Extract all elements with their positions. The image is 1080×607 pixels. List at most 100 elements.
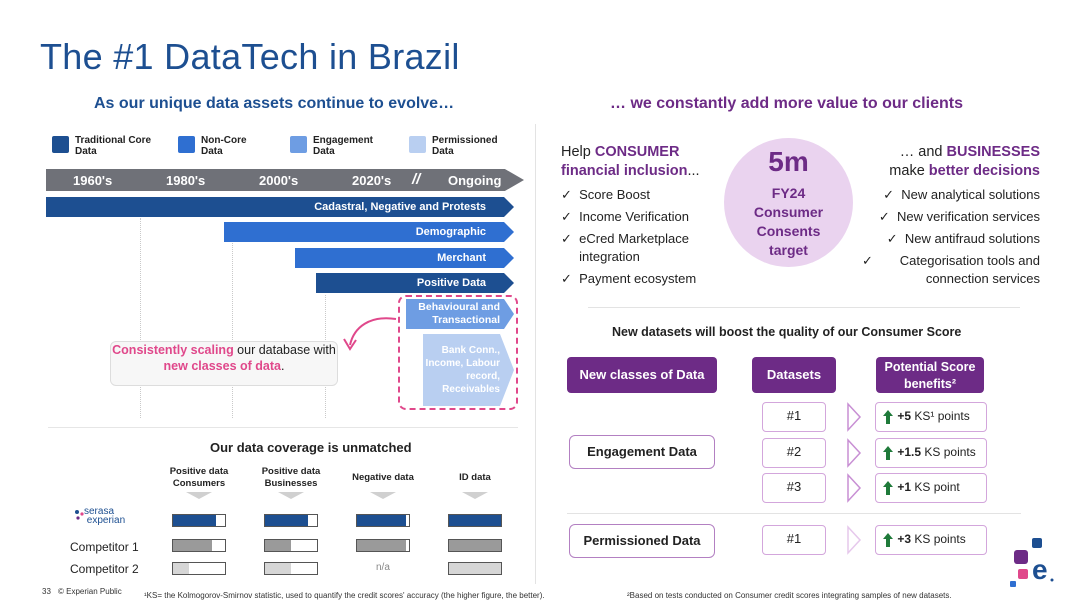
section-divider bbox=[48, 427, 518, 428]
coverage-bar-fill bbox=[173, 540, 212, 551]
bar-cadastral: Cadastral, Negative and Protests bbox=[46, 197, 514, 217]
coverage-bar-fill bbox=[449, 540, 501, 551]
up-arrow-icon bbox=[883, 532, 893, 547]
score-benefit: +3 KS points bbox=[875, 525, 987, 555]
consumer-item: ✓ Score Boost bbox=[561, 187, 650, 202]
coverage-na: n/a bbox=[376, 562, 390, 573]
classification-label: © Experian Public bbox=[58, 587, 122, 596]
up-arrow-icon bbox=[883, 480, 893, 495]
col-pointer bbox=[186, 492, 212, 499]
legend-item-engagement: Engagement Data bbox=[290, 135, 383, 157]
consumer-item: ✓ Income Verification bbox=[561, 209, 689, 224]
page-number: 33 bbox=[42, 587, 51, 596]
chevron-right-icon bbox=[847, 473, 862, 503]
engagement-data-label: Engagement Data bbox=[569, 435, 715, 469]
legend-item-noncore: Non-Core Data bbox=[178, 135, 261, 157]
score-benefit: +1.5 KS points bbox=[875, 438, 987, 468]
coverage-bar-fill bbox=[173, 563, 189, 574]
consumer-item: ✓ Payment ecosystem bbox=[561, 271, 697, 286]
coverage-bar-fill bbox=[357, 515, 407, 526]
footnote-score: ²Based on tests conducted on Consumer cr… bbox=[627, 591, 952, 600]
coverage-bar-fill bbox=[265, 540, 291, 551]
coverage-bar bbox=[448, 514, 502, 527]
svg-text:e: e bbox=[1032, 554, 1048, 585]
up-arrow-icon bbox=[883, 445, 893, 460]
col-pointer bbox=[278, 492, 304, 499]
col-pointer bbox=[370, 492, 396, 499]
coverage-bar bbox=[356, 514, 410, 527]
footnote-ks: ¹KS= the Kolmogorov-Smirnov statistic, u… bbox=[144, 591, 545, 600]
section-divider bbox=[588, 307, 1020, 308]
coverage-bar bbox=[264, 562, 318, 575]
coverage-bar-fill bbox=[357, 540, 407, 551]
consumer-heading: Help CONSUMER financial inclusion... bbox=[561, 144, 700, 179]
chevron-right-icon bbox=[847, 438, 862, 468]
consumer-item: ✓ eCred Marketplace integration bbox=[561, 231, 689, 264]
coverage-bar bbox=[264, 514, 318, 527]
header-score-benefits: Potential Score benefits² bbox=[876, 357, 984, 393]
dataset-id: #2 bbox=[762, 438, 826, 468]
logo-dots-icon bbox=[75, 510, 84, 520]
dataset-id: #1 bbox=[762, 402, 826, 432]
coverage-bar-fill bbox=[449, 563, 501, 574]
bar-behavioural: Behavioural and Transactional bbox=[406, 299, 514, 329]
business-item: ✓ Categorisation tools and connection se… bbox=[862, 253, 1040, 286]
coverage-bar-fill bbox=[265, 563, 291, 574]
coverage-bar-fill bbox=[265, 515, 308, 526]
page-title: The #1 DataTech in Brazil bbox=[40, 36, 460, 77]
legend-item-permissioned: Permissioned Data bbox=[409, 135, 512, 157]
dataset-id: #1 bbox=[762, 525, 826, 555]
group-divider bbox=[567, 513, 1021, 514]
permissioned-highlight-box bbox=[398, 295, 518, 410]
guide-line bbox=[232, 243, 233, 418]
business-heading: … and BUSINESSES make better decisions bbox=[889, 144, 1040, 179]
experian-logo-icon: e bbox=[1010, 538, 1054, 587]
timeline-tick: 2020's bbox=[352, 173, 392, 188]
header-new-classes: New classes of Data bbox=[567, 357, 717, 393]
legend-swatch bbox=[52, 136, 69, 153]
serasa-experian-logo: serasa experian bbox=[74, 506, 126, 526]
target-label: FY24 Consumer Consents target bbox=[753, 185, 824, 258]
header-datasets: Datasets bbox=[752, 357, 836, 393]
business-item: ✓ New antifraud solutions bbox=[886, 231, 1040, 246]
target-value: 5m bbox=[768, 146, 809, 177]
legend-item-traditional: Traditional Core Data bbox=[52, 135, 165, 157]
col-pointer bbox=[462, 492, 488, 499]
score-benefit: +1 KS point bbox=[875, 473, 987, 503]
coverage-col-header: Negative data bbox=[352, 472, 414, 483]
curved-arrow-icon bbox=[343, 317, 397, 351]
consent-target-circle: 5m FY24 Consumer Consents target bbox=[724, 138, 853, 267]
bar-merchant: Merchant bbox=[295, 248, 514, 268]
timeline-tick: 1960's bbox=[73, 173, 113, 188]
datasets-title: New datasets will boost the quality of o… bbox=[612, 325, 962, 339]
coverage-col-header: ID data bbox=[459, 472, 491, 483]
score-benefit: +5 KS¹ points bbox=[875, 402, 987, 432]
permissioned-data-label: Permissioned Data bbox=[569, 524, 715, 558]
coverage-title: Our data coverage is unmatched bbox=[210, 440, 412, 455]
scaling-note: Consistently scaling our database with n… bbox=[110, 341, 338, 386]
dataset-id: #3 bbox=[762, 473, 826, 503]
bar-positive-data: Positive Data bbox=[316, 273, 514, 293]
timeline-arrow bbox=[46, 169, 524, 191]
up-arrow-icon bbox=[883, 409, 893, 424]
row-label-competitor2: Competitor 2 bbox=[70, 562, 139, 576]
timeline-tick: 1980's bbox=[166, 173, 206, 188]
coverage-bar bbox=[356, 539, 410, 552]
coverage-col-header: Positive data Consumers bbox=[169, 466, 229, 489]
timeline-tick: 2000's bbox=[259, 173, 299, 188]
coverage-bar bbox=[172, 514, 226, 527]
timeline-break: // bbox=[412, 171, 421, 188]
chevron-right-icon bbox=[847, 525, 862, 555]
coverage-bar bbox=[448, 539, 502, 552]
bar-demographic: Demographic bbox=[224, 222, 514, 242]
coverage-bar bbox=[448, 562, 502, 575]
logo-text: serasa experian bbox=[84, 506, 126, 526]
business-item: ✓ New analytical solutions bbox=[883, 187, 1040, 202]
row-label-competitor1: Competitor 1 bbox=[70, 540, 139, 554]
timeline-tick: Ongoing bbox=[448, 173, 502, 188]
coverage-bar bbox=[172, 562, 226, 575]
coverage-bar bbox=[172, 539, 226, 552]
consumer-list: ✓ Score Boost ✓ Income Verification ✓ eC… bbox=[561, 186, 721, 288]
guide-line bbox=[140, 218, 141, 418]
legend-swatch bbox=[409, 136, 426, 153]
